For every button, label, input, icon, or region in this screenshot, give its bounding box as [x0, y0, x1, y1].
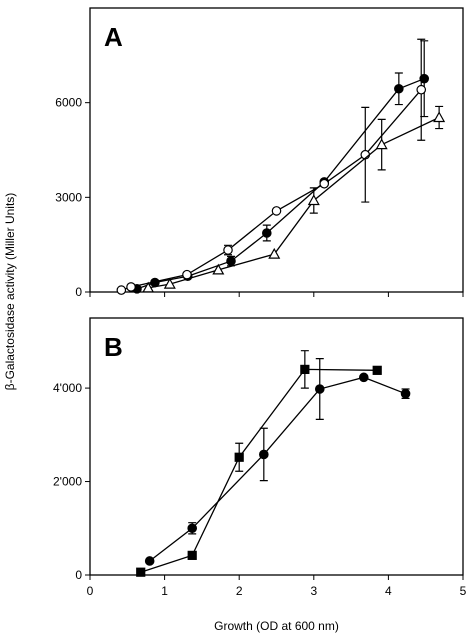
y-tick-label: 4'000 — [53, 381, 82, 395]
plot-frame — [89, 317, 464, 576]
marker — [262, 228, 272, 238]
marker — [187, 550, 197, 560]
marker — [212, 263, 225, 275]
marker — [307, 194, 320, 206]
marker — [394, 83, 404, 94]
plot-frame — [89, 7, 464, 293]
x-tick-label: 1 — [161, 584, 168, 598]
y-tick-label: 0 — [75, 285, 82, 299]
y-tick-label: 3000 — [55, 190, 82, 204]
y-axis-label: β-Galactosidase activity (Miller Units) — [3, 193, 17, 391]
marker — [433, 111, 446, 123]
x-tick-label: 3 — [310, 584, 317, 598]
marker — [400, 388, 411, 399]
panel-label: A — [104, 22, 123, 52]
y-tick-label: 6000 — [55, 96, 82, 110]
marker — [144, 556, 155, 566]
series-line — [136, 78, 425, 290]
x-tick-label: 2 — [236, 584, 243, 598]
marker — [163, 277, 176, 289]
x-tick-label: 0 — [87, 584, 94, 598]
x-axis-label: Growth (OD at 600 nm) — [214, 619, 339, 633]
series-line — [149, 376, 406, 562]
marker — [300, 364, 310, 374]
marker — [142, 281, 155, 293]
marker — [116, 285, 127, 295]
marker — [375, 138, 388, 150]
series-line — [121, 89, 422, 291]
marker — [416, 84, 427, 95]
marker — [234, 452, 244, 462]
marker — [223, 245, 233, 255]
marker — [358, 372, 369, 383]
marker — [259, 449, 269, 460]
y-tick-label: 0 — [75, 568, 82, 582]
series-line — [140, 368, 378, 573]
marker — [372, 365, 382, 375]
marker — [136, 567, 146, 577]
marker — [126, 282, 136, 292]
marker — [419, 73, 430, 84]
marker — [268, 247, 281, 259]
marker — [187, 523, 198, 534]
x-tick-label: 4 — [385, 584, 392, 598]
y-tick-label: 2'000 — [53, 475, 82, 489]
series-line — [148, 116, 440, 289]
marker — [319, 178, 330, 189]
panel-label: B — [104, 332, 123, 362]
marker — [314, 384, 325, 394]
x-tick-label: 5 — [460, 584, 467, 598]
marker — [226, 256, 236, 266]
marker — [271, 206, 282, 216]
